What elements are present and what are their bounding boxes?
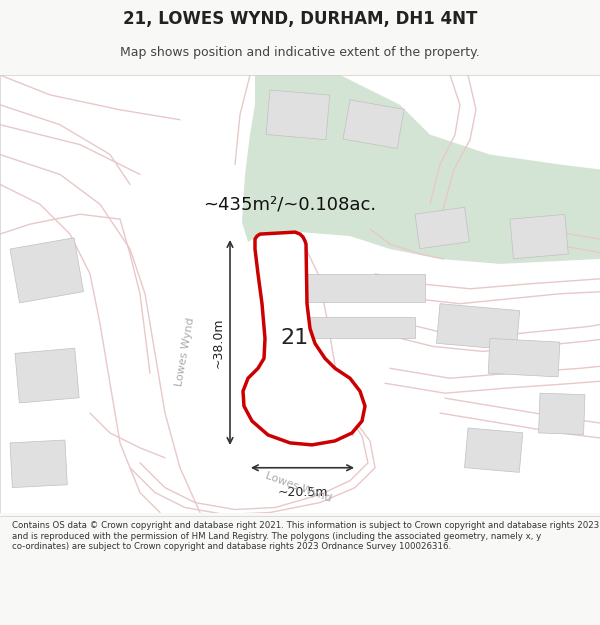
- Bar: [15, 348, 79, 403]
- Bar: [464, 428, 523, 472]
- Text: Contains OS data © Crown copyright and database right 2021. This information is : Contains OS data © Crown copyright and d…: [12, 521, 599, 551]
- Bar: [510, 214, 568, 259]
- Bar: [305, 274, 425, 302]
- Polygon shape: [243, 232, 365, 445]
- Bar: [437, 304, 520, 350]
- Bar: [415, 208, 469, 249]
- Text: Map shows position and indicative extent of the property.: Map shows position and indicative extent…: [120, 46, 480, 59]
- Text: Lowes Wynd: Lowes Wynd: [174, 316, 196, 387]
- Bar: [10, 238, 83, 303]
- Bar: [488, 339, 560, 377]
- Bar: [266, 90, 330, 140]
- Text: 21, LOWES WYND, DURHAM, DH1 4NT: 21, LOWES WYND, DURHAM, DH1 4NT: [123, 10, 477, 27]
- Text: Lowes Wynd: Lowes Wynd: [263, 471, 332, 504]
- Text: 21: 21: [281, 329, 309, 349]
- Bar: [539, 393, 585, 434]
- Text: ~435m²/~0.108ac.: ~435m²/~0.108ac.: [203, 195, 377, 213]
- Text: ~20.5m: ~20.5m: [277, 486, 328, 499]
- Bar: [10, 440, 67, 488]
- Polygon shape: [242, 75, 600, 264]
- Bar: [305, 317, 415, 339]
- Bar: [343, 100, 404, 149]
- Text: ~38.0m: ~38.0m: [212, 318, 225, 368]
